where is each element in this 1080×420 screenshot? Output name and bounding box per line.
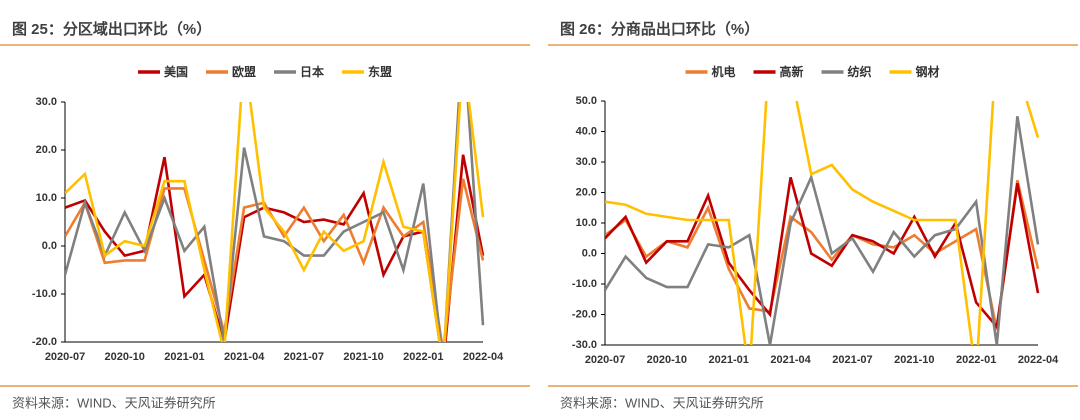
plot [605, 101, 1040, 345]
x-tick-label: 2021-10 [343, 351, 383, 363]
series-line [605, 101, 1040, 345]
x-tick-label: 2021-10 [894, 354, 934, 366]
y-tick-label: 30.0 [576, 156, 597, 168]
chart-title: 图 26：分商品出口环比（%） [560, 20, 759, 38]
x-tick-label: 2020-07 [45, 351, 85, 363]
y-tick-label: 10.0 [36, 192, 57, 204]
y-tick-label: -20.0 [32, 336, 57, 348]
plot [65, 102, 485, 342]
legend-label: 东盟 [368, 64, 392, 79]
legend-label: 纺织 [848, 64, 872, 79]
y-tick-label: 20.0 [36, 144, 57, 156]
y-tick-label: 20.0 [576, 186, 597, 198]
x-tick-label: 2021-04 [224, 351, 265, 363]
x-tick-label: 2022-01 [403, 351, 443, 363]
y-tick-label: 0.0 [42, 240, 57, 252]
series-line [605, 180, 1040, 331]
x-tick-label: 2021-07 [284, 351, 324, 363]
y-tick-label: -10.0 [32, 288, 57, 300]
series-line [65, 102, 485, 342]
y-tick-label: 50.0 [576, 95, 597, 107]
y-tick-label: 40.0 [576, 125, 597, 137]
y-tick-label: -30.0 [572, 339, 597, 351]
y-tick-label: -20.0 [572, 308, 597, 320]
y-tick-label: -10.0 [572, 278, 597, 290]
series-line [605, 176, 1040, 330]
legend-label: 日本 [300, 64, 324, 79]
x-tick-label: 2022-01 [956, 354, 996, 366]
legend-label: 钢材 [916, 64, 940, 79]
legend-label: 欧盟 [232, 64, 256, 79]
series-line [65, 178, 485, 342]
x-tick-label: 2021-07 [832, 354, 872, 366]
y-tick-label: 0.0 [582, 247, 597, 259]
legend-label: 美国 [164, 64, 188, 79]
legend-label: 高新 [780, 64, 804, 79]
chart-title: 图 25：分区域出口环比（%） [12, 20, 211, 38]
x-tick-label: 2021-04 [770, 354, 811, 366]
x-tick-label: 2020-10 [647, 354, 687, 366]
x-tick-label: 2022-04 [1018, 354, 1059, 366]
x-tick-label: 2021-01 [164, 351, 204, 363]
legend-label: 机电 [712, 64, 736, 79]
x-tick-label: 2020-07 [585, 354, 625, 366]
x-tick-label: 2020-10 [105, 351, 145, 363]
series-line [65, 102, 485, 342]
source: 资料来源：WIND、天风证券研究所 [560, 395, 764, 410]
y-tick-label: 30.0 [36, 96, 57, 108]
series-line [65, 154, 485, 342]
x-tick-label: 2022-04 [463, 351, 504, 363]
source: 资料来源：WIND、天风证券研究所 [12, 395, 216, 410]
series-line [605, 116, 1040, 345]
y-tick-label: 10.0 [576, 217, 597, 229]
x-tick-label: 2021-01 [709, 354, 749, 366]
